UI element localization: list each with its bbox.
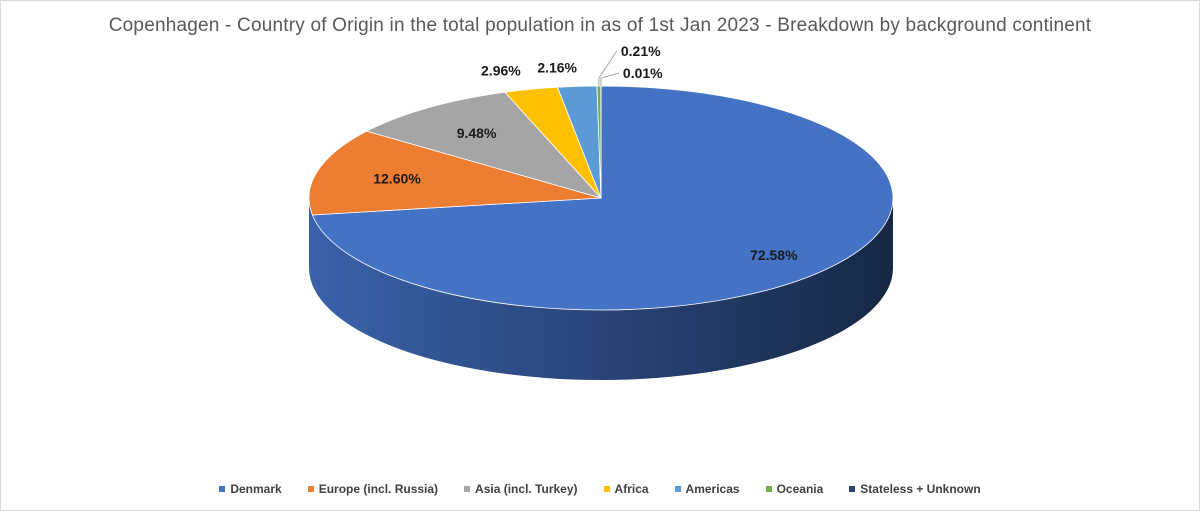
legend-swatch-oceania <box>765 486 772 492</box>
legend-label-denmark: Denmark <box>230 482 282 496</box>
legend-label-asia-incl-turkey: Asia (incl. Turkey) <box>475 482 578 496</box>
slice-asia-incl-turkey <box>365 91 603 199</box>
legend-item-europe-incl-russia: Europe (incl. Russia) <box>307 482 439 496</box>
legend-swatch-stateless-unknown <box>849 486 856 492</box>
pie-slices <box>308 85 894 311</box>
data-label-oceania: 0.21% <box>621 43 661 59</box>
legend: Denmark Europe (incl. Russia) Asia (incl. … <box>1 482 1199 496</box>
chart-title: Copenhagen - Country of Origin in the to… <box>108 15 1092 36</box>
legend-item-stateless-unknown: Stateless + Unknown <box>849 482 981 496</box>
legend-label-oceania: Oceania <box>776 482 824 496</box>
legend-item-denmark: Denmark <box>219 482 282 496</box>
legend-swatch-americas <box>674 486 681 492</box>
data-label-stateless-unknown: 0.01% <box>623 65 663 81</box>
legend-label-europe-incl-russia: Europe (incl. Russia) <box>318 482 439 496</box>
data-label-europe-incl-russia: 12.60% <box>373 171 421 187</box>
leader-line-oceania <box>598 50 618 87</box>
data-labels: 72.58% 12.60% 9.48% 2.96% 2.16% 0.21% 0.01% <box>373 43 798 263</box>
legend-item-oceania: Oceania <box>765 482 824 496</box>
data-label-africa: 2.96% <box>481 62 521 78</box>
slice-denmark <box>311 85 894 311</box>
legend-label-stateless-unknown: Stateless + Unknown <box>860 482 981 496</box>
pie-side-wall <box>309 198 893 380</box>
leader-line-stateless-unknown <box>600 72 620 86</box>
legend-swatch-asia-incl-turkey <box>464 486 471 492</box>
legend-swatch-europe-incl-russia <box>307 486 314 492</box>
legend-item-africa: Africa <box>603 482 649 496</box>
legend-swatch-africa <box>603 486 610 492</box>
pie-side-denmark <box>309 198 893 380</box>
data-label-asia-incl-turkey: 9.48% <box>457 125 497 141</box>
legend-swatch-denmark <box>219 486 226 492</box>
data-label-denmark: 72.58% <box>750 247 798 263</box>
legend-label-americas: Americas <box>685 482 740 496</box>
leader-lines <box>598 50 620 87</box>
pie-chart: 72.58% 12.60% 9.48% 2.96% 2.16% 0.21% 0.01% <box>308 43 894 380</box>
legend-label-africa: Africa <box>614 482 649 496</box>
legend-item-americas: Americas <box>674 482 740 496</box>
legend-item-asia-incl-turkey: Asia (incl. Turkey) <box>464 482 578 496</box>
data-label-americas: 2.16% <box>537 59 577 75</box>
slice-europe-incl-russia <box>308 130 602 216</box>
